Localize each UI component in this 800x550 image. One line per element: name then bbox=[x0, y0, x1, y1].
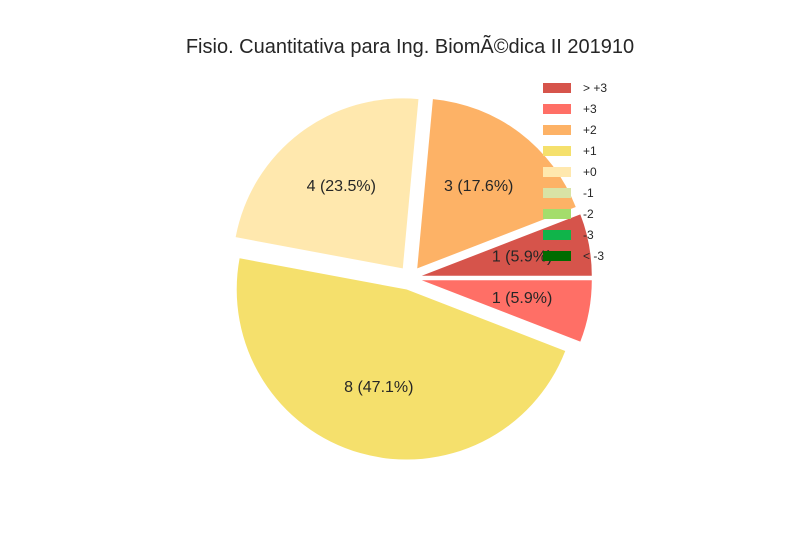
legend-item: < -3 bbox=[543, 245, 607, 266]
legend-item: +3 bbox=[543, 98, 607, 119]
slice-label: 4 (23.5%) bbox=[307, 178, 376, 195]
legend-item: +2 bbox=[543, 119, 607, 140]
legend-label: > +3 bbox=[583, 80, 608, 95]
pie-slice bbox=[417, 99, 576, 269]
legend-item: -1 bbox=[543, 182, 607, 203]
legend-swatch bbox=[543, 145, 571, 156]
legend-label: -2 bbox=[583, 206, 594, 221]
legend-swatch bbox=[543, 82, 571, 93]
slice-label: 1 (5.9%) bbox=[492, 290, 552, 307]
legend-swatch bbox=[543, 124, 571, 135]
legend-label: -1 bbox=[583, 185, 594, 200]
legend-item: -3 bbox=[543, 224, 607, 245]
pie-slice bbox=[421, 280, 592, 342]
chart-title: Fisio. Cuantitativa para Ing. BiomÃ©dica… bbox=[185, 36, 635, 58]
legend: > +3 +3 +2 +1 +0 -1 -2 -3 < -3 bbox=[543, 77, 607, 266]
legend-item: +1 bbox=[543, 140, 607, 161]
legend-swatch bbox=[543, 229, 571, 240]
legend-label: +1 bbox=[583, 143, 597, 158]
pie-slice bbox=[236, 258, 566, 460]
slice-label: 1 (5.9%) bbox=[492, 248, 552, 265]
legend-label: +0 bbox=[583, 164, 597, 179]
slice-label: 3 (17.6%) bbox=[444, 178, 513, 195]
legend-item: > +3 bbox=[543, 77, 607, 98]
legend-swatch bbox=[543, 103, 571, 114]
legend-item: -2 bbox=[543, 203, 607, 224]
legend-item: +0 bbox=[543, 161, 607, 182]
legend-swatch bbox=[543, 166, 571, 177]
legend-label: < -3 bbox=[583, 248, 605, 263]
legend-label: +2 bbox=[583, 122, 597, 137]
legend-label: +3 bbox=[583, 101, 597, 116]
legend-swatch bbox=[543, 187, 571, 198]
legend-swatch bbox=[543, 208, 571, 219]
legend-swatch bbox=[543, 250, 571, 261]
slice-label: 8 (47.1%) bbox=[344, 379, 413, 396]
pie-slice bbox=[235, 98, 419, 269]
legend-label: -3 bbox=[583, 227, 594, 242]
